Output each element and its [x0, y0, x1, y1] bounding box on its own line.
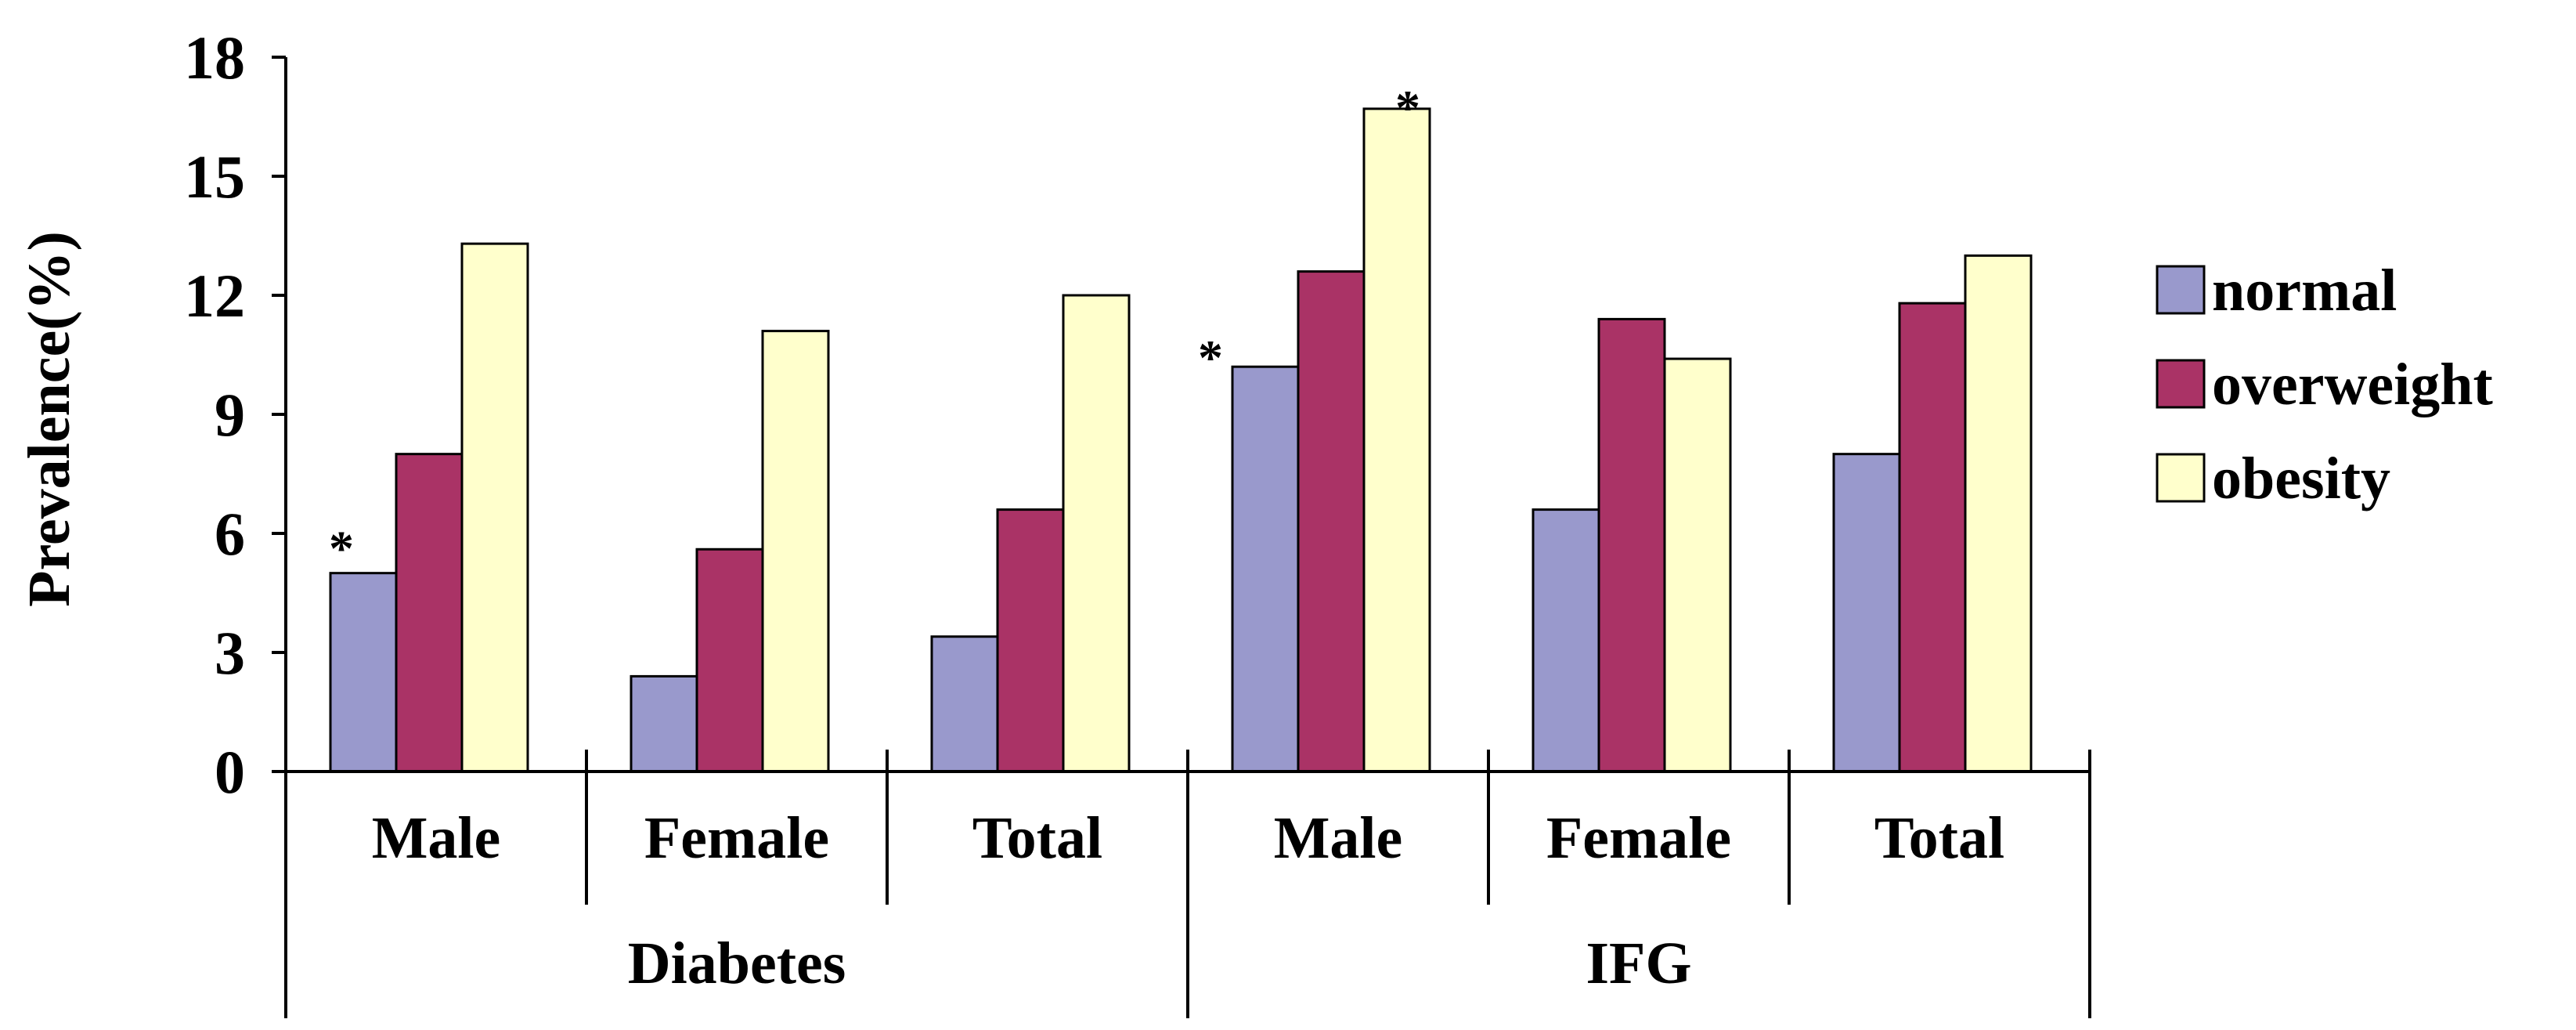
legend-swatch-normal	[2156, 265, 2206, 315]
x-axis: Male Female Total Male Female Total Diabetes IF…	[284, 750, 2091, 1018]
y-tick-label: 18	[184, 23, 245, 92]
x-category-label: Total	[1874, 805, 2004, 871]
bar-normal	[1532, 508, 1600, 773]
bar-obesity	[1062, 294, 1131, 773]
x-category-label: Female	[644, 805, 829, 871]
bar-obesity	[460, 242, 529, 773]
legend-swatch-obesity	[2156, 453, 2206, 503]
x-group-label: IFG	[1586, 931, 1691, 996]
bar-normal	[329, 572, 398, 773]
bar-overweight	[695, 548, 764, 773]
bar-overweight	[395, 453, 464, 773]
y-tick-label: 6	[215, 500, 245, 568]
bar-obesity	[1663, 357, 1732, 773]
bar-overweight	[1297, 270, 1366, 773]
x-category-label: Male	[1274, 805, 1403, 871]
significance-marker: *	[1395, 80, 1420, 136]
significance-marker: *	[1198, 330, 1223, 385]
legend-label-overweight: overweight	[2212, 352, 2493, 417]
annotations: * * *	[329, 80, 1420, 576]
bar-normal	[1832, 453, 1901, 773]
y-axis-title: Prevalence(%)	[16, 231, 82, 607]
x-category-label: Male	[372, 805, 501, 871]
x-group-label: Diabetes	[628, 931, 846, 996]
bar-overweight	[1597, 317, 1666, 773]
bar-overweight	[1898, 302, 1967, 773]
y-axis: 0 3 6 9 12 15 18	[184, 23, 287, 806]
x-category-label: Total	[972, 805, 1102, 871]
legend-label-obesity: obesity	[2212, 446, 2390, 511]
bar-obesity	[1362, 107, 1431, 773]
bars	[329, 107, 2033, 773]
bar-normal	[930, 635, 999, 773]
y-tick-label: 3	[215, 619, 245, 687]
y-tick-label: 15	[184, 143, 245, 211]
x-category-label: Female	[1546, 805, 1731, 871]
y-tick-label: 0	[215, 738, 245, 806]
y-tick-label: 9	[215, 381, 245, 449]
legend-label-normal: normal	[2212, 258, 2397, 323]
bar-overweight	[996, 508, 1065, 773]
bar-normal	[1231, 365, 1300, 773]
y-tick-label: 12	[184, 262, 245, 330]
significance-marker: *	[329, 521, 354, 576]
legend: normal overweight obesity	[2156, 258, 2493, 511]
legend-swatch-overweight	[2156, 359, 2206, 409]
bar-normal	[630, 674, 698, 773]
bar-obesity	[761, 330, 830, 773]
bar-obesity	[1964, 254, 2033, 773]
